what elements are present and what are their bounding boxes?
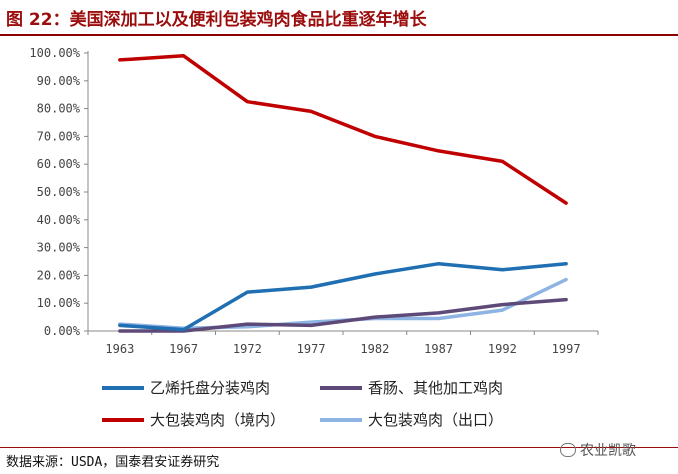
x-tick-label: 1972	[233, 342, 262, 356]
x-tick-label: 1992	[488, 342, 517, 356]
y-tick-label: 40.00%	[37, 213, 81, 227]
y-tick-label: 0.00%	[44, 324, 81, 338]
y-tick-label: 50.00%	[37, 185, 81, 199]
series-line-1	[118, 261, 568, 332]
legend-label: 乙烯托盘分装鸡肉	[150, 379, 270, 397]
y-tick-label: 30.00%	[37, 241, 81, 255]
figure-title: 图 22：美国深加工以及便利包装鸡肉食品比重逐年增长	[6, 10, 427, 30]
footer-rule	[0, 447, 678, 448]
y-tick-label: 80.00%	[37, 102, 81, 116]
x-tick-label: 1967	[169, 342, 198, 356]
x-tick-label: 1997	[552, 342, 581, 356]
axes: 0.00% 10.00% 20.00% 30.00% 40.00% 50.00% 60.00…	[29, 46, 599, 356]
series-line-2	[118, 297, 568, 333]
watermark-text: 农业凯歌	[580, 443, 636, 459]
y-tick-label: 70.00%	[37, 129, 81, 143]
series-line-3	[118, 54, 568, 205]
y-tick-label: 60.00%	[37, 157, 81, 171]
y-tick-label: 90.00%	[37, 74, 81, 88]
wechat-icon	[560, 443, 576, 457]
series-layer	[118, 54, 568, 333]
x-tick-label: 1963	[105, 342, 134, 356]
x-tick-label: 1977	[297, 342, 326, 356]
legend-label: 大包装鸡肉（境内）	[150, 411, 285, 429]
legend-label: 大包装鸡肉（出口）	[368, 411, 503, 429]
x-tick-label: 1982	[360, 342, 389, 356]
legend-label: 香肠、其他加工鸡肉	[368, 379, 503, 397]
data-source: 数据来源：USDA，国泰君安证券研究	[6, 455, 220, 470]
title-bar: 图 22：美国深加工以及便利包装鸡肉食品比重逐年增长	[0, 0, 678, 36]
x-tick-label: 1987	[424, 342, 453, 356]
y-tick-label: 100.00%	[29, 46, 80, 60]
watermark: 农业凯歌	[560, 440, 636, 460]
line-chart: 0.00% 10.00% 20.00% 30.00% 40.00% 50.00% 60.00…	[29, 46, 599, 429]
y-tick-label: 20.00%	[37, 268, 81, 282]
y-tick-label: 10.00%	[37, 296, 81, 310]
